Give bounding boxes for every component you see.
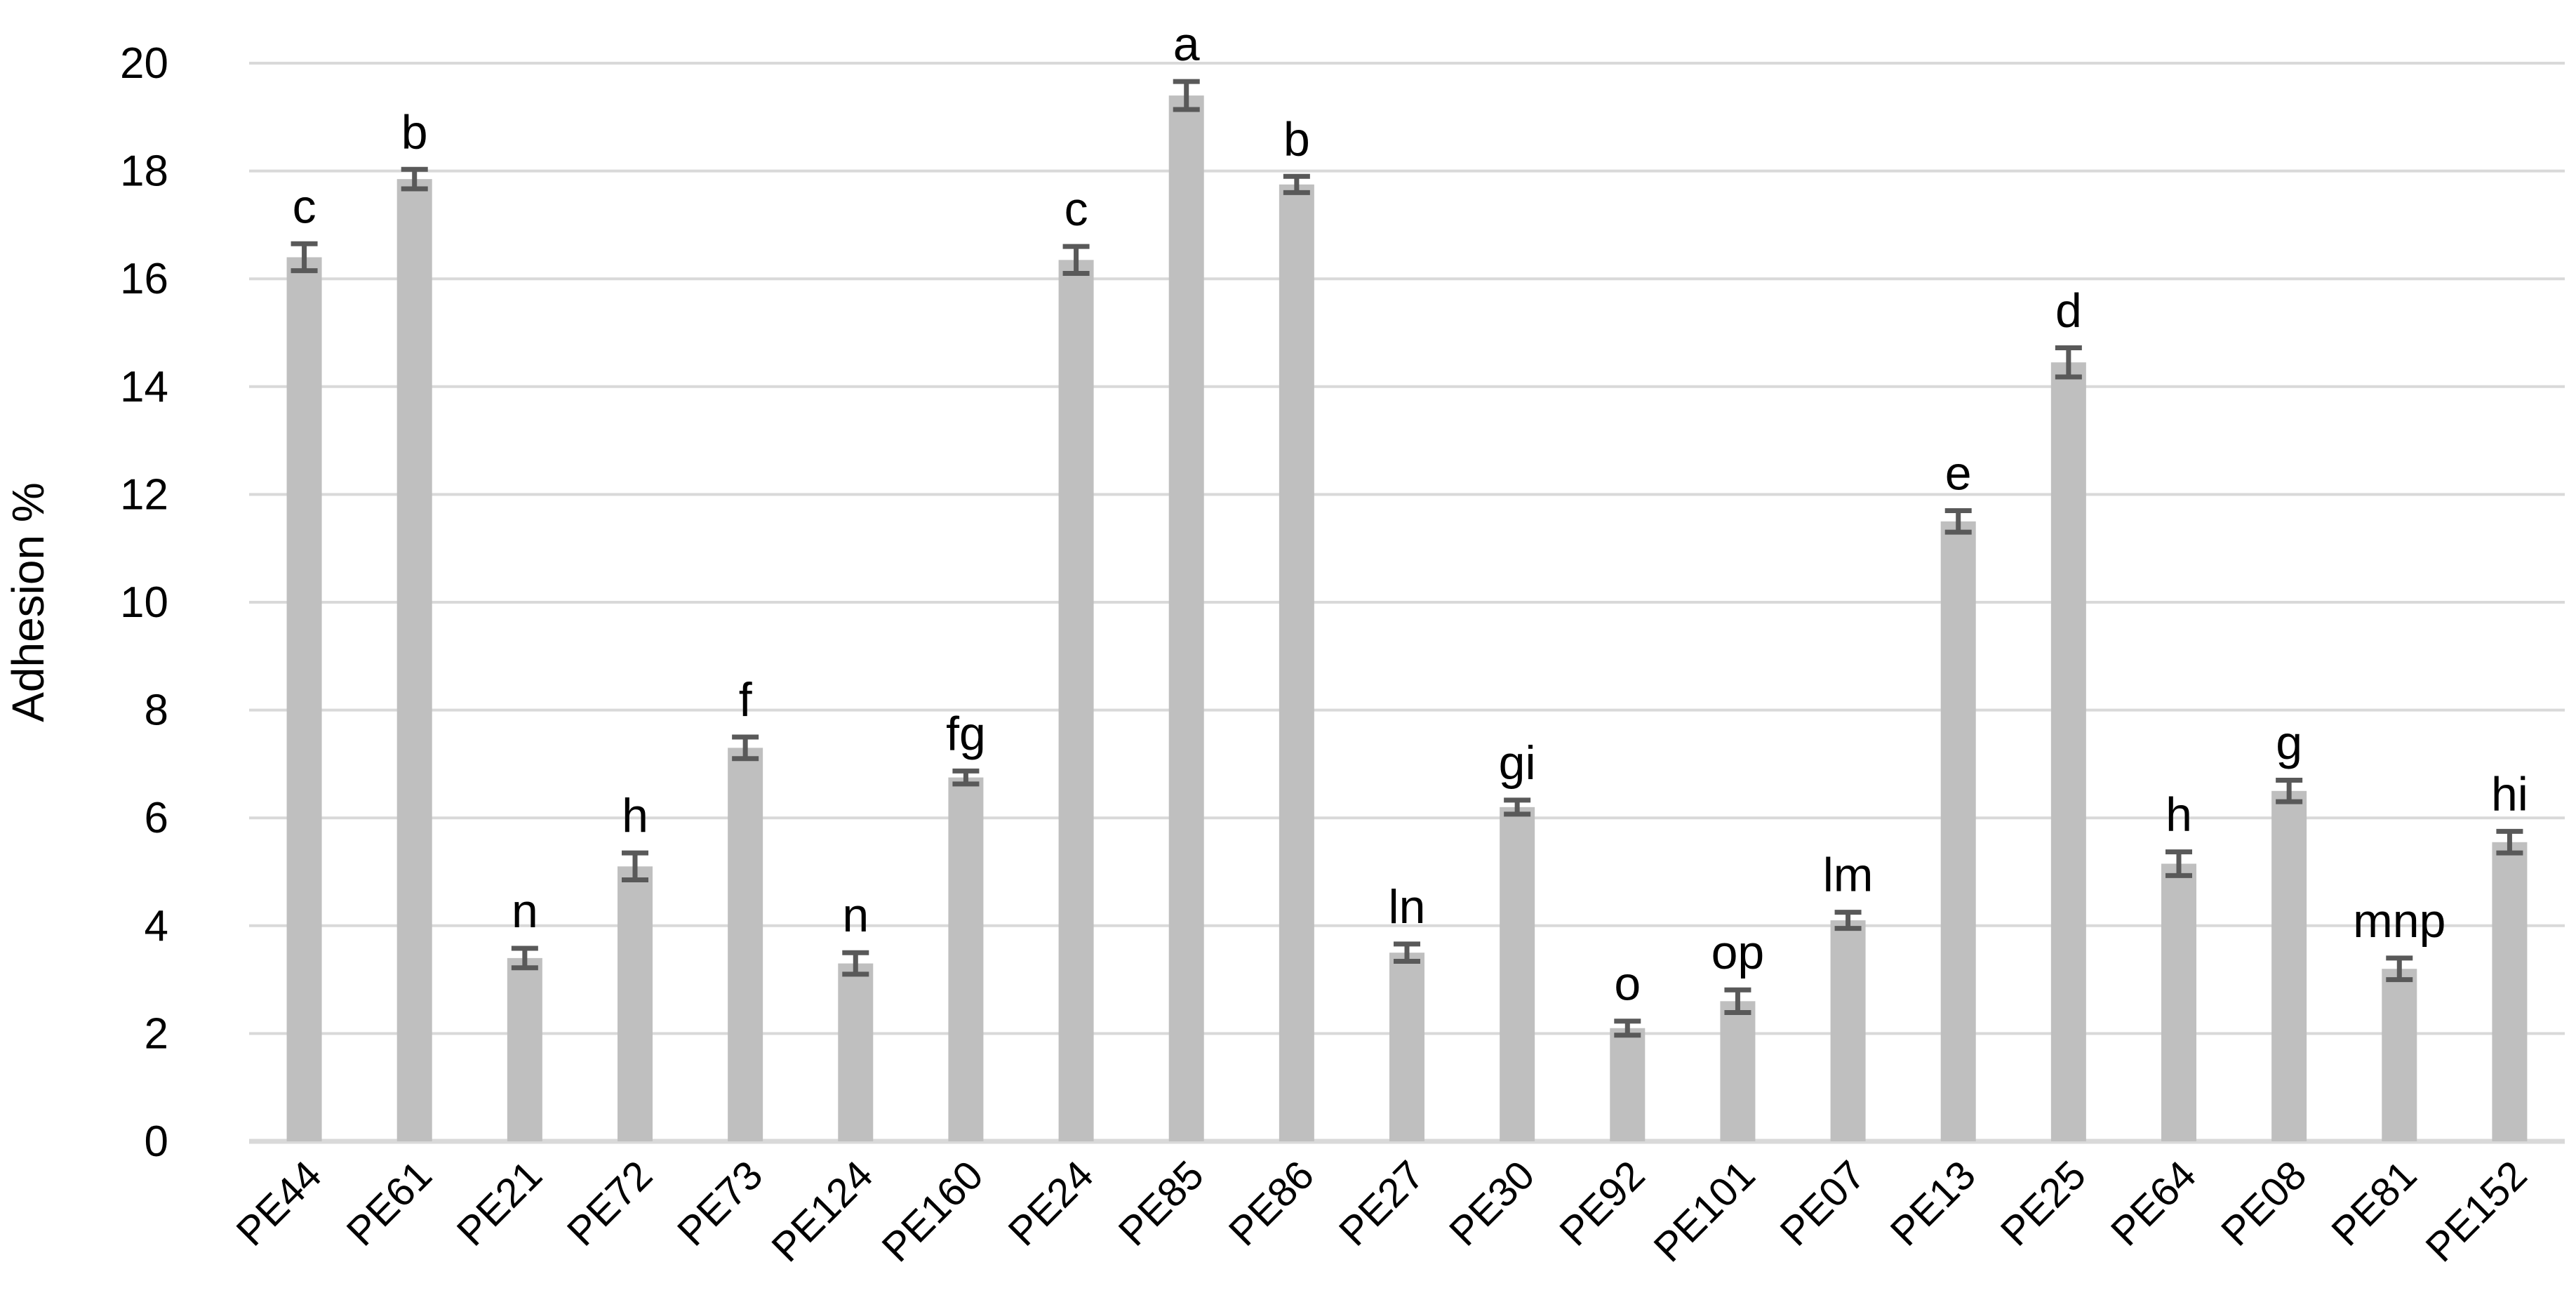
y-tick-label: 6 xyxy=(145,794,168,842)
significance-letter: h xyxy=(2165,788,2192,842)
significance-letter: c xyxy=(293,180,316,233)
significance-letter: n xyxy=(512,884,538,938)
bar xyxy=(2271,790,2307,1141)
bar xyxy=(2492,842,2528,1141)
bar xyxy=(1389,953,1424,1141)
y-tick-label: 18 xyxy=(120,147,168,196)
bar xyxy=(286,257,322,1142)
bar xyxy=(1168,95,1204,1142)
bar xyxy=(2161,863,2196,1141)
y-axis-title: Adhesion % xyxy=(3,482,53,722)
significance-letter: g xyxy=(2276,716,2302,769)
significance-letter: gi xyxy=(1499,736,1536,790)
x-tick-label: PE101 xyxy=(1646,1152,1764,1270)
x-tick-label: PE25 xyxy=(1992,1152,2095,1254)
bar xyxy=(1610,1028,1646,1141)
bar xyxy=(1500,807,1535,1141)
x-tick-label: PE72 xyxy=(559,1152,661,1254)
y-tick-label: 2 xyxy=(145,1009,168,1058)
bar xyxy=(1940,521,1976,1141)
y-tick-label: 8 xyxy=(145,686,168,735)
significance-letter: f xyxy=(739,673,752,727)
x-tick-label: PE152 xyxy=(2417,1152,2536,1270)
x-tick-label: PE30 xyxy=(1441,1152,1543,1254)
significance-letter: c xyxy=(1065,183,1088,236)
bar xyxy=(1279,184,1314,1141)
x-tick-label: PE86 xyxy=(1220,1152,1323,1254)
y-axis-tick-labels: 0 2 4 6 8 10 12 14 16 18 20 xyxy=(120,39,168,1166)
significance-letter: hi xyxy=(2491,767,2528,821)
bar xyxy=(507,957,542,1141)
x-tick-label: PE160 xyxy=(874,1152,992,1270)
y-tick-label: 16 xyxy=(120,255,168,303)
significance-letter: mnp xyxy=(2353,894,2445,948)
x-tick-label: PE92 xyxy=(1551,1152,1653,1254)
significance-letter: a xyxy=(1173,18,1200,71)
bar xyxy=(1058,260,1094,1141)
significance-letter: ln xyxy=(1389,880,1426,934)
y-tick-label: 12 xyxy=(120,470,168,519)
y-tick-label: 10 xyxy=(120,578,168,627)
y-tick-label: 14 xyxy=(120,363,168,411)
x-tick-label: PE124 xyxy=(763,1152,881,1270)
significance-letter: o xyxy=(1614,957,1641,1011)
significance-letter: op xyxy=(1711,926,1765,979)
significance-letter: lm xyxy=(1823,849,1874,902)
x-tick-label: PE08 xyxy=(2213,1152,2315,1254)
significance-letters: c b n h f n fg c a b ln gi o op lm e d h g mnp hi xyxy=(293,18,2528,1011)
significance-letter: e xyxy=(1945,446,1972,500)
bar xyxy=(396,179,432,1141)
y-tick-label: 4 xyxy=(145,902,168,950)
y-tick-label: 0 xyxy=(145,1117,168,1166)
bar-series xyxy=(286,95,2528,1142)
x-tick-label: PE44 xyxy=(227,1152,330,1254)
y-tick-label: 20 xyxy=(120,39,168,88)
significance-letter: b xyxy=(1283,112,1310,166)
x-tick-label: PE07 xyxy=(1771,1152,1874,1254)
x-tick-label: PE13 xyxy=(1882,1152,1984,1254)
x-tick-label: PE27 xyxy=(1330,1152,1433,1254)
x-tick-label: PE24 xyxy=(999,1152,1102,1254)
bar xyxy=(728,748,763,1141)
significance-letter: n xyxy=(842,889,869,942)
x-tick-label: PE81 xyxy=(2323,1152,2425,1254)
significance-letter: b xyxy=(401,105,428,159)
bar xyxy=(948,777,984,1141)
significance-letter: d xyxy=(2055,284,2082,338)
bar xyxy=(618,866,653,1141)
x-tick-label: PE64 xyxy=(2102,1152,2205,1254)
bar xyxy=(2382,969,2417,1141)
bar xyxy=(1720,1001,1756,1141)
bar xyxy=(838,963,874,1141)
bar xyxy=(1830,920,1866,1141)
x-tick-label: PE73 xyxy=(669,1152,771,1254)
significance-letter: h xyxy=(622,789,648,842)
x-tick-label: PE21 xyxy=(448,1152,551,1254)
bar xyxy=(2050,362,2086,1141)
error-bars xyxy=(291,79,2523,1038)
significance-letter: fg xyxy=(946,707,986,760)
x-tick-label: PE85 xyxy=(1110,1152,1213,1254)
x-tick-label: PE61 xyxy=(338,1152,441,1254)
